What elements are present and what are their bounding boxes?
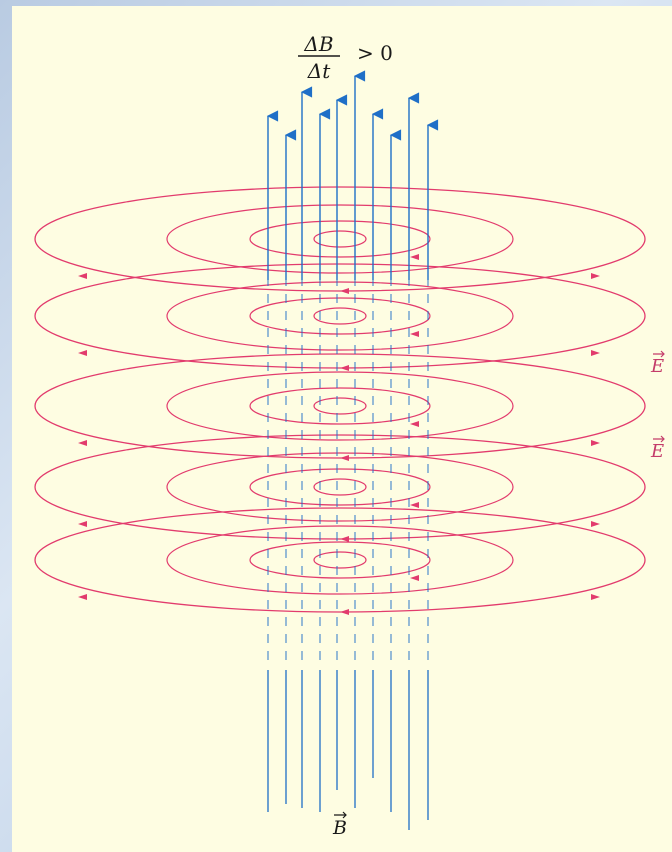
loop-direction-arrows: [78, 254, 600, 615]
loop-direction-arrow-icon: [591, 350, 600, 356]
loop-direction-arrow-icon: [591, 440, 600, 446]
loop-level: [34, 186, 646, 292]
loop-direction-arrow-icon: [340, 365, 349, 371]
electric-field-loop: [166, 452, 514, 522]
loop-level: [34, 263, 646, 369]
b-field-label: B: [332, 811, 347, 839]
electric-field-loop: [249, 220, 431, 258]
electric-field-loop: [313, 478, 367, 496]
loop-direction-arrow-icon: [410, 254, 419, 260]
e-field-label-upper: E: [650, 350, 665, 377]
loop-direction-arrow-icon: [591, 273, 600, 279]
rate-of-change-formula: ΔB Δt > 0: [298, 32, 393, 83]
formula-relation: > 0: [357, 41, 393, 65]
electric-field-loop: [166, 204, 514, 274]
electric-field-loop: [34, 263, 646, 369]
loop-level: [34, 434, 646, 540]
electric-field-loop: [34, 186, 646, 292]
electric-field-loop: [313, 307, 367, 325]
electric-field-loop: [249, 468, 431, 506]
vector-arrow-icon: [653, 435, 665, 443]
loop-direction-arrow-icon: [78, 440, 87, 446]
electric-field-loop: [166, 525, 514, 595]
electric-field-loop: [249, 541, 431, 579]
loop-level: [34, 353, 646, 459]
electric-field-loop: [249, 387, 431, 425]
b-label: B: [332, 817, 347, 839]
loop-direction-arrow-icon: [78, 594, 87, 600]
e-label-upper: E: [650, 356, 664, 377]
loop-direction-arrow-icon: [410, 421, 419, 427]
loop-direction-arrow-icon: [340, 455, 349, 461]
magnetic-field-lines: [266, 70, 439, 830]
electric-field-loop: [313, 230, 367, 248]
loop-direction-arrow-icon: [78, 350, 87, 356]
electric-field-loop: [313, 397, 367, 415]
e-label-lower: E: [650, 441, 664, 462]
loop-direction-arrow-icon: [410, 331, 419, 337]
loop-direction-arrow-icon: [78, 273, 87, 279]
e-field-label-lower: E: [650, 435, 665, 462]
formula-numerator: ΔB: [303, 32, 333, 56]
electric-field-loop: [249, 297, 431, 335]
loop-direction-arrow-icon: [410, 502, 419, 508]
loop-direction-arrow-icon: [340, 288, 349, 294]
loop-direction-arrow-icon: [591, 594, 600, 600]
electric-field-loop: [313, 551, 367, 569]
electric-field-loop: [166, 371, 514, 441]
loop-direction-arrow-icon: [340, 609, 349, 615]
electric-field-loop: [166, 281, 514, 351]
loop-direction-arrow-icon: [340, 536, 349, 542]
electric-field-loop: [34, 353, 646, 459]
electric-field-loops: [34, 186, 646, 613]
vector-arrow-icon: [653, 350, 665, 358]
diagram-panel: [12, 6, 672, 852]
vector-arrow-icon: [334, 811, 347, 819]
formula-denominator: Δt: [307, 59, 331, 83]
loop-direction-arrow-icon: [410, 575, 419, 581]
loop-direction-arrow-icon: [78, 521, 87, 527]
loop-direction-arrow-icon: [591, 521, 600, 527]
